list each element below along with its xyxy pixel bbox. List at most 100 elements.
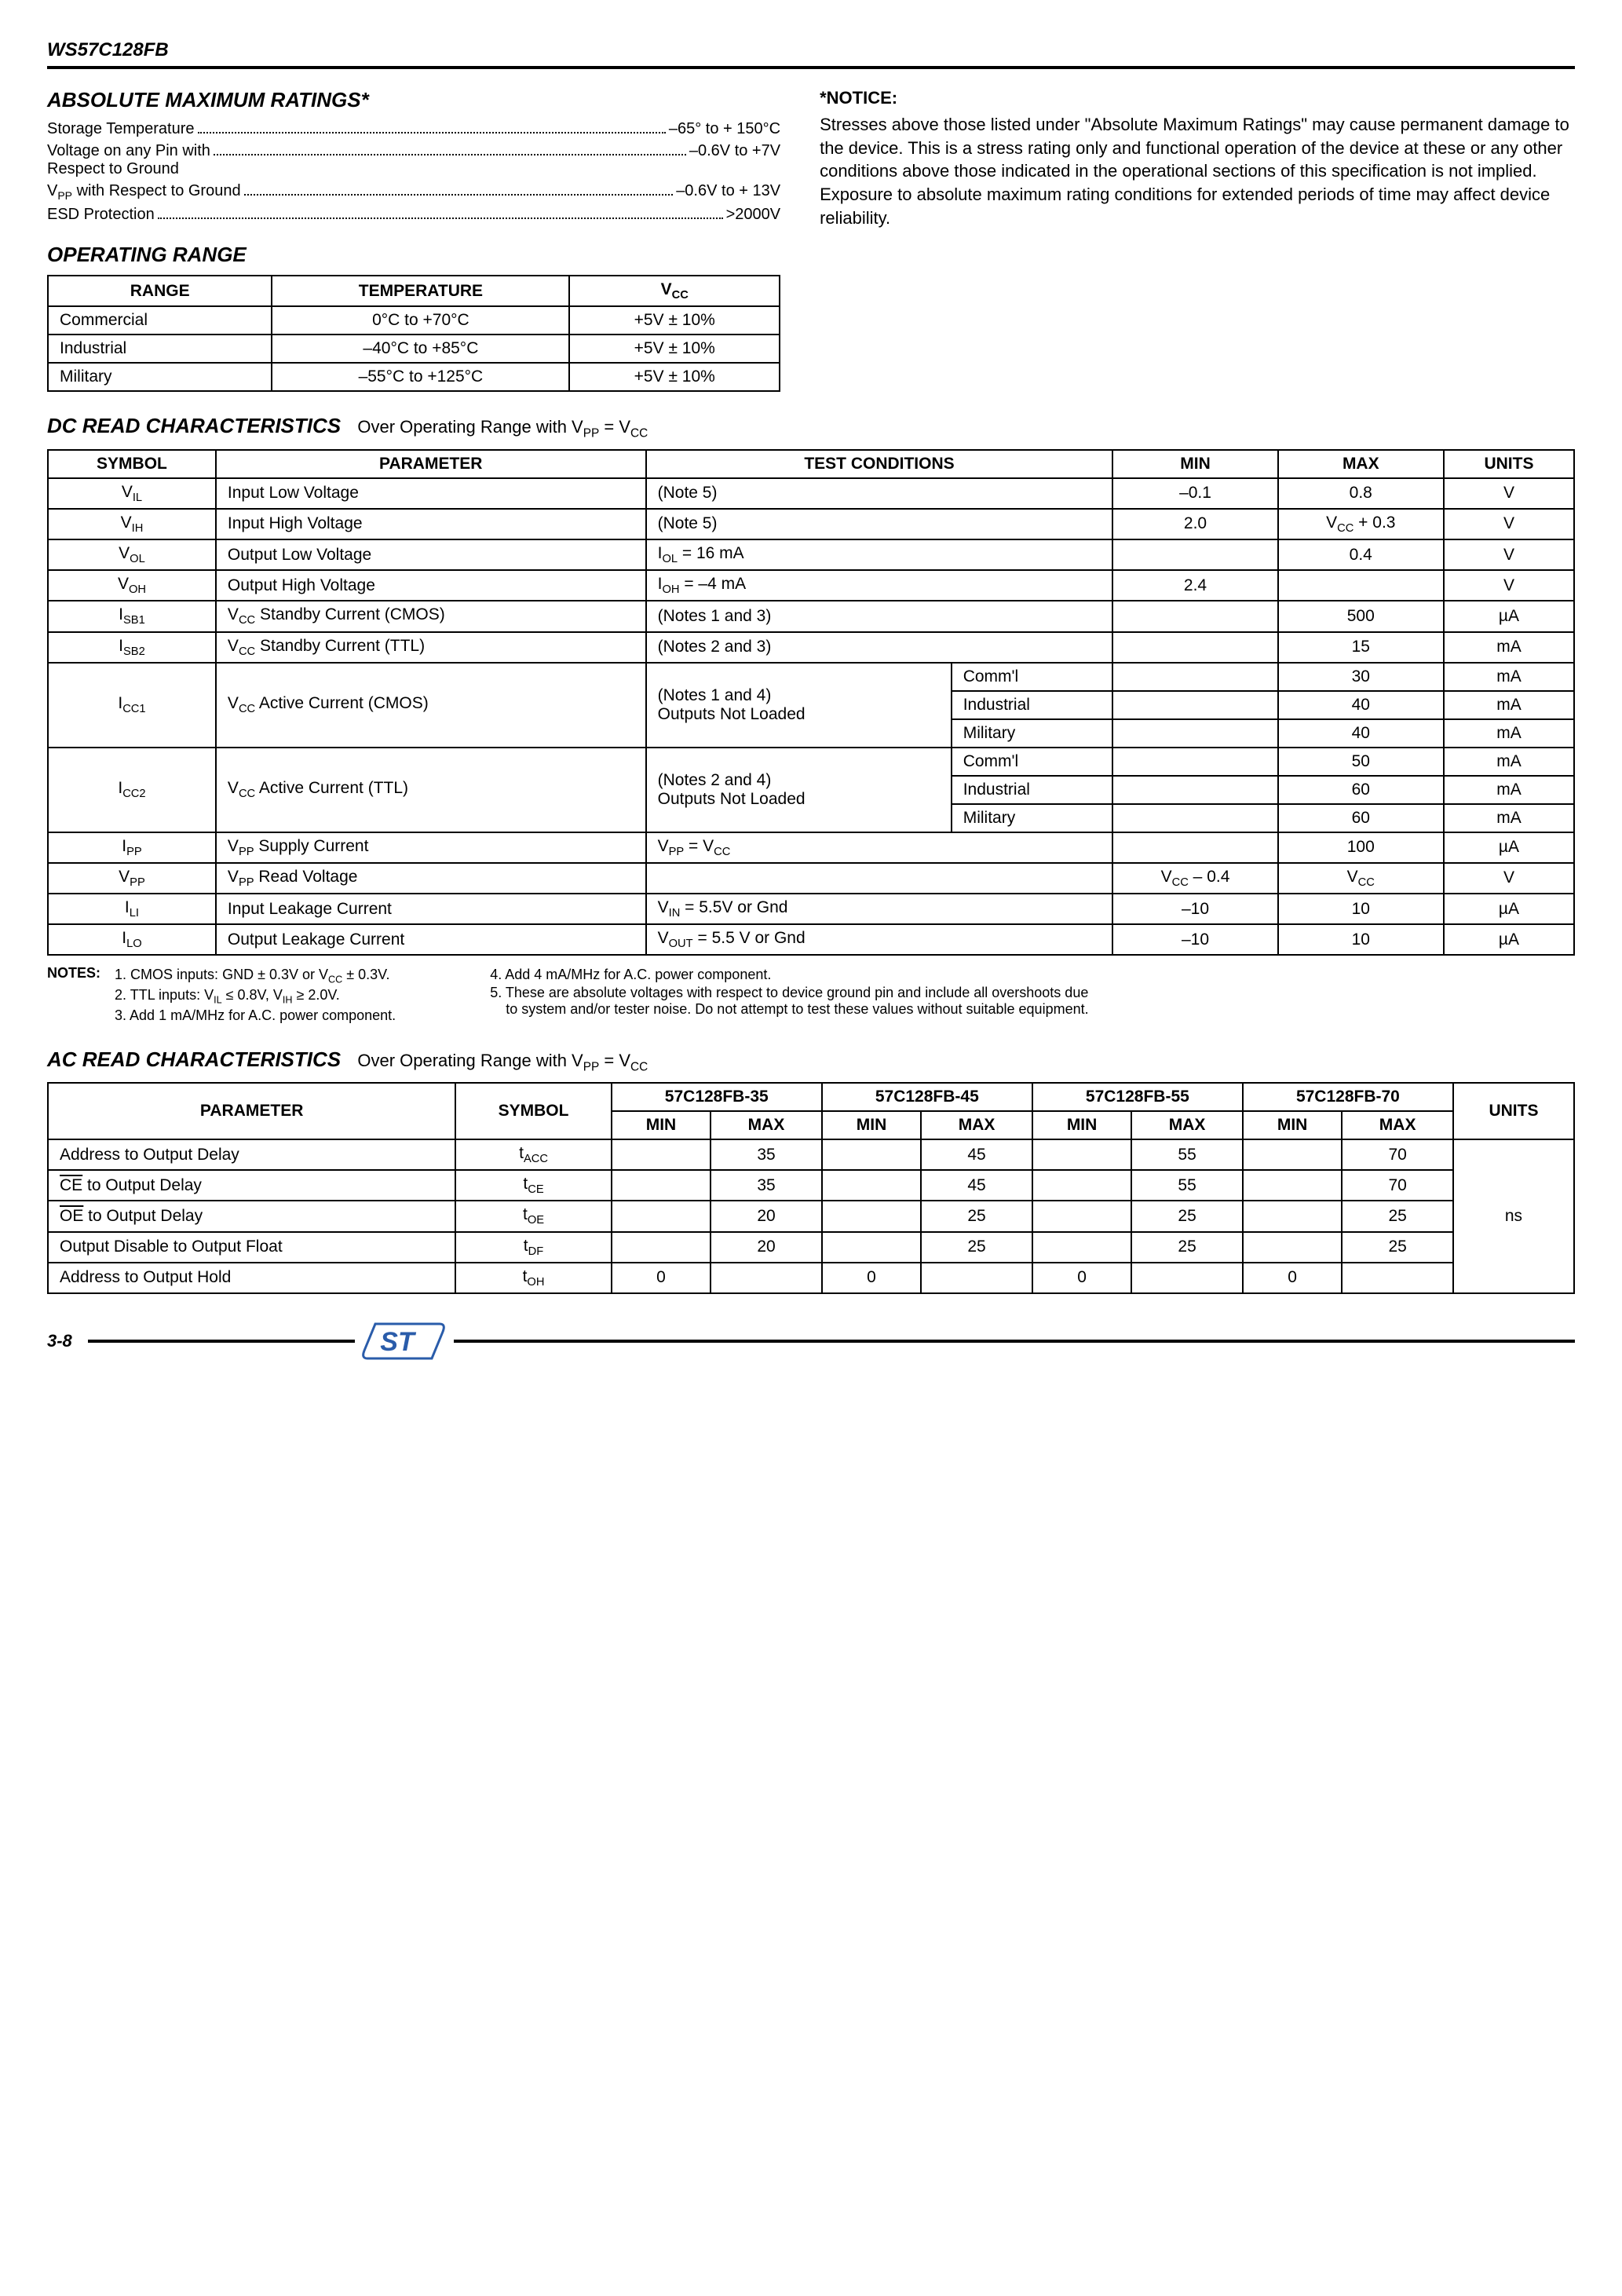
table-cell: –55°C to +125°C — [272, 363, 569, 391]
table-cell: Output Disable to Output Float — [48, 1232, 455, 1263]
table-cell: 70 — [1342, 1170, 1453, 1201]
table-cell — [1243, 1139, 1342, 1170]
table-cell: 25 — [1131, 1232, 1243, 1263]
table-header: MAX — [921, 1111, 1032, 1139]
operating-range-title: OPERATING RANGE — [47, 243, 780, 267]
table-header: MAX — [1131, 1111, 1243, 1139]
table-cell: (Notes 1 and 4)Outputs Not Loaded — [646, 663, 952, 748]
svg-text:ST: ST — [380, 1327, 417, 1357]
table-cell: –0.1 — [1112, 478, 1277, 509]
notes-left: 1. CMOS inputs: GND ± 0.3V or VCC ± 0.3V… — [115, 965, 396, 1025]
table-cell: VPP Read Voltage — [216, 863, 646, 894]
table-row: Output Disable to Output Float tDF 20 25 25… — [48, 1232, 1574, 1263]
table-cell: OE to Output Delay — [48, 1201, 455, 1231]
table-cell: ICC1 — [48, 663, 216, 748]
dc-title-text: DC READ CHARACTERISTICS — [47, 414, 341, 437]
table-row: ILI Input Leakage Current VIN = 5.5V or … — [48, 894, 1574, 924]
table-cell — [822, 1170, 921, 1201]
abs-max-value: –0.6V to +7V — [689, 142, 780, 160]
table-cell: 25 — [921, 1201, 1032, 1231]
table-cell: 25 — [1342, 1232, 1453, 1263]
table-cell: tDF — [455, 1232, 611, 1263]
table-cell: 0.4 — [1278, 539, 1444, 570]
table-cell: Military — [48, 363, 272, 391]
table-header: 57C128FB-45 — [822, 1083, 1032, 1111]
table-cell: 15 — [1278, 632, 1444, 663]
table-cell: –10 — [1112, 924, 1277, 955]
table-header: TEMPERATURE — [272, 276, 569, 306]
table-cell: mA — [1444, 663, 1574, 691]
note-item: 2. TTL inputs: VIL ≤ 0.8V, VIH ≥ 2.0V. — [115, 987, 396, 1006]
table-cell: mA — [1444, 691, 1574, 719]
note-item: 4. Add 4 mA/MHz for A.C. power component… — [490, 967, 1102, 983]
table-cell: 25 — [921, 1232, 1032, 1263]
table-cell: V — [1444, 863, 1574, 894]
table-cell: 10 — [1278, 894, 1444, 924]
table-cell: Commercial — [48, 306, 272, 335]
table-row: Address to Output Hold tOH0000 — [48, 1263, 1574, 1293]
table-cell: Input High Voltage — [216, 509, 646, 539]
table-cell — [1112, 632, 1277, 663]
table-cell: tCE — [455, 1170, 611, 1201]
abs-max-list: Storage Temperature–65° to + 150°CVoltag… — [47, 120, 780, 224]
table-cell: 0 — [1032, 1263, 1131, 1293]
notice-title: *NOTICE: — [820, 88, 1575, 108]
table-cell: 20 — [711, 1201, 822, 1231]
table-cell: VCC Active Current (CMOS) — [216, 663, 646, 748]
table-row: Industrial–40°C to +85°C+5V ± 10% — [48, 335, 780, 363]
table-cell: 45 — [921, 1170, 1032, 1201]
table-cell — [1032, 1139, 1131, 1170]
table-cell: 100 — [1278, 832, 1444, 863]
table-cell: VIL — [48, 478, 216, 509]
operating-range-table: RANGETEMPERATUREVCC Commercial0°C to +70… — [47, 275, 780, 392]
table-cell: VPP Supply Current — [216, 832, 646, 863]
table-cell: IOH = –4 mA — [646, 570, 1113, 601]
notice-body: Stresses above those listed under "Absol… — [820, 113, 1575, 229]
table-cell: (Note 5) — [646, 478, 1113, 509]
table-cell: tOH — [455, 1263, 611, 1293]
table-cell: –40°C to +85°C — [272, 335, 569, 363]
table-cell: 500 — [1278, 601, 1444, 631]
table-cell: 20 — [711, 1232, 822, 1263]
table-row: OE to Output Delay tOE20252525 — [48, 1201, 1574, 1231]
table-cell: 0°C to +70°C — [272, 306, 569, 335]
table-row: IPP VPP Supply Current VPP = VCC 100 µA — [48, 832, 1574, 863]
table-header: 57C128FB-55 — [1032, 1083, 1243, 1111]
table-cell: (Notes 2 and 4)Outputs Not Loaded — [646, 748, 952, 832]
table-cell — [822, 1232, 921, 1263]
table-header-row: PARAMETER SYMBOL57C128FB-3557C128FB-4557… — [48, 1083, 1574, 1111]
table-header: MIN — [1032, 1111, 1131, 1139]
table-cell: Output High Voltage — [216, 570, 646, 601]
table-cell: Comm'l — [952, 748, 1113, 776]
table-header: MIN — [822, 1111, 921, 1139]
table-header: UNITS — [1453, 1083, 1574, 1139]
abs-max-row: VPP with Respect to Ground–0.6V to + 13V — [47, 182, 780, 202]
table-header: VCC — [569, 276, 780, 306]
table-cell: +5V ± 10% — [569, 363, 780, 391]
table-header: 57C128FB-35 — [612, 1083, 822, 1111]
table-cell: (Notes 1 and 3) — [646, 601, 1113, 631]
table-cell — [1032, 1232, 1131, 1263]
top-columns: ABSOLUTE MAXIMUM RATINGS* Storage Temper… — [47, 88, 1575, 392]
table-cell — [1032, 1170, 1131, 1201]
table-cell: 45 — [921, 1139, 1032, 1170]
table-cell: ILI — [48, 894, 216, 924]
table-cell: mA — [1444, 776, 1574, 804]
table-header: 57C128FB-70 — [1243, 1083, 1453, 1111]
note-item: 5. These are absolute voltages with resp… — [490, 985, 1102, 1018]
table-cell: VCC Standby Current (TTL) — [216, 632, 646, 663]
table-cell: 55 — [1131, 1170, 1243, 1201]
table-cell: 35 — [711, 1139, 822, 1170]
table-header: MIN — [1243, 1111, 1342, 1139]
table-header: PARAMETER — [48, 1083, 455, 1139]
abs-max-row: Voltage on any Pin withRespect to Ground… — [47, 142, 780, 178]
table-cell: Output Low Voltage — [216, 539, 646, 570]
table-cell: VCC Standby Current (CMOS) — [216, 601, 646, 631]
dc-condition: Over Operating Range with VPP = VCC — [357, 417, 648, 437]
table-cell: CE to Output Delay — [48, 1170, 455, 1201]
table-cell: VOH — [48, 570, 216, 601]
dc-title: DC READ CHARACTERISTICS Over Operating R… — [47, 414, 1575, 441]
table-header: PARAMETER — [216, 450, 646, 478]
table-cell — [1112, 539, 1277, 570]
st-logo-icon: ST — [355, 1319, 454, 1363]
